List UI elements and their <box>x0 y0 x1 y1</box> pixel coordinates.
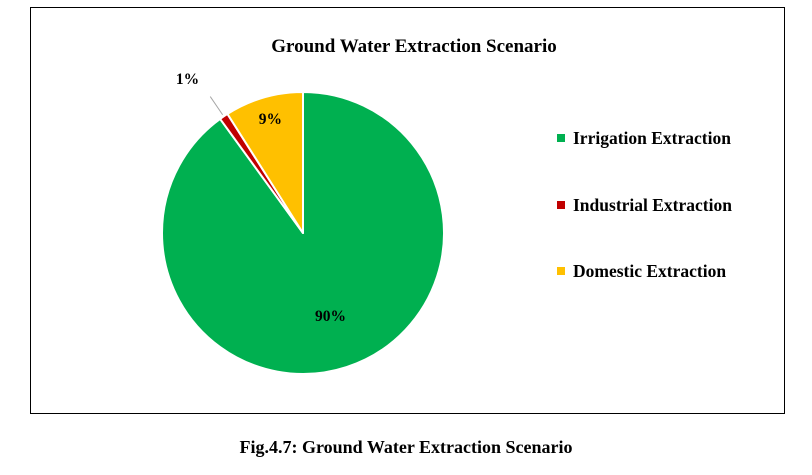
legend-swatch-industrial-extraction <box>557 200 565 209</box>
legend-label-irrigation-extraction: Irrigation Extraction <box>573 128 731 148</box>
chart-frame: Ground Water Extraction Scenario 90% 1% 9%… <box>30 7 785 414</box>
data-label-industrial-extraction: 1% <box>176 71 199 88</box>
legend-swatch-domestic-extraction <box>557 267 565 275</box>
chart-title: Ground Water Extraction Scenario <box>271 36 557 57</box>
leader-line-industrial-extraction <box>209 96 224 116</box>
data-label-irrigation-extraction: 90% <box>315 308 346 325</box>
figure-caption: Fig.4.7: Ground Water Extraction Scenari… <box>239 437 573 457</box>
legend-swatch-irrigation-extraction <box>557 134 565 142</box>
pie-chart: 90% 1% 9% <box>161 71 445 375</box>
legend-label-domestic-extraction: Domestic Extraction <box>573 261 727 281</box>
data-label-domestic-extraction: 9% <box>259 111 282 128</box>
legend-label-industrial-extraction: Industrial Extraction <box>573 194 732 215</box>
pie-slice-domestic-extraction <box>226 91 304 234</box>
